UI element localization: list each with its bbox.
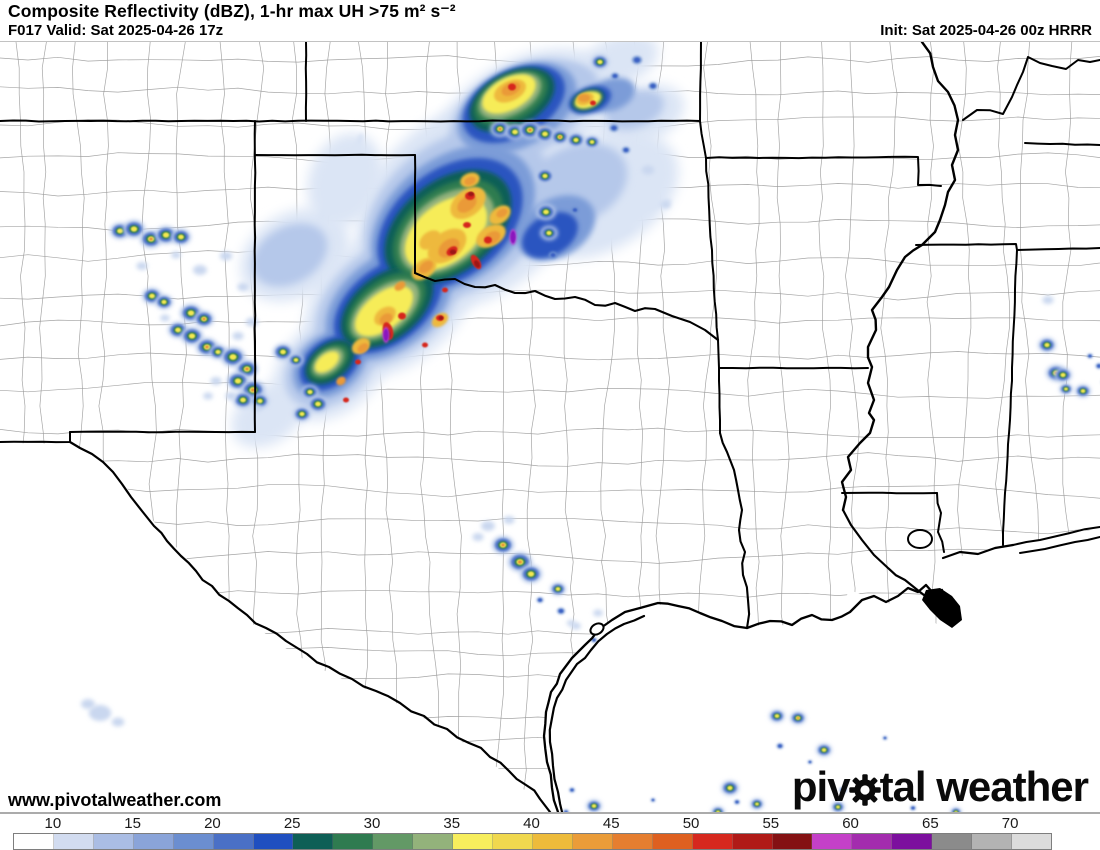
colorbar-segment bbox=[852, 834, 893, 849]
colorbar-segment bbox=[732, 834, 773, 849]
mississippi-delta bbox=[922, 588, 962, 628]
colorbar-segment bbox=[772, 834, 813, 849]
map-title: Composite Reflectivity (dBZ), 1-hr max U… bbox=[8, 1, 456, 21]
colorbar-tick-label: 20 bbox=[204, 815, 221, 832]
galveston-bay bbox=[589, 622, 605, 636]
colorbar-tick-label: 55 bbox=[762, 815, 780, 832]
colorbar-tick-label: 35 bbox=[443, 815, 461, 832]
colorbar-tick-label: 15 bbox=[124, 815, 141, 832]
colorbar-segment bbox=[493, 834, 533, 849]
colorbar-tick-label: 30 bbox=[363, 815, 381, 832]
colorbar-segment bbox=[253, 834, 294, 849]
colorbar-segment bbox=[572, 834, 613, 849]
colorbar-segment bbox=[373, 834, 414, 849]
colorbar-segment bbox=[892, 834, 933, 849]
colorbar-tick-label: 45 bbox=[602, 815, 620, 832]
colorbar-segment bbox=[133, 834, 174, 849]
colorbar-segment bbox=[1012, 834, 1051, 849]
colorbar: 10 15 20 25 30 35 40 45 50 55 60 65 70 bbox=[0, 812, 1100, 850]
colorbar-segment bbox=[173, 834, 214, 849]
colorbar-segment bbox=[293, 834, 334, 849]
lake-pontchartrain bbox=[907, 529, 933, 549]
colorbar-segment bbox=[932, 834, 973, 849]
colorbar-segment bbox=[652, 834, 693, 849]
colorbar-tick-label: 65 bbox=[922, 815, 939, 832]
watermark-url: www.pivotalweather.com bbox=[8, 790, 222, 810]
colorbar-segment bbox=[972, 834, 1013, 849]
colorbar-segment bbox=[53, 834, 94, 849]
colorbar-segment bbox=[532, 834, 573, 849]
colorbar-segment bbox=[213, 834, 254, 849]
colorbar-tick-label: 25 bbox=[283, 815, 301, 832]
logo-text-pre: piv bbox=[791, 763, 851, 810]
state-borders bbox=[0, 42, 1100, 812]
colorbar-ticks: 10 15 20 25 30 35 40 45 50 55 60 65 70 bbox=[0, 815, 1100, 832]
pivotal-weather-logo: piv tal weather bbox=[791, 763, 1089, 811]
colorbar-segment bbox=[14, 834, 54, 849]
model-init-time: Init: Sat 2025-04-26 00z HRRR bbox=[880, 22, 1092, 39]
colorbar-segment bbox=[453, 834, 494, 849]
colorbar-segment bbox=[692, 834, 733, 849]
colorbar-segment bbox=[413, 834, 454, 849]
colorbar-tick-label: 40 bbox=[523, 815, 540, 832]
map-header: Composite Reflectivity (dBZ), 1-hr max U… bbox=[0, 0, 1100, 42]
colorbar-tick-label: 10 bbox=[44, 815, 62, 832]
colorbar-tick-label: 50 bbox=[682, 815, 700, 832]
colorbar-segment bbox=[612, 834, 653, 849]
colorbar-segment bbox=[812, 834, 853, 849]
colorbar-tick-label: 70 bbox=[1001, 815, 1019, 832]
forecast-valid-time: F017 Valid: Sat 2025-04-26 17z bbox=[8, 22, 224, 39]
logo-text-post: tal weather bbox=[879, 763, 1089, 810]
colorbar-segment bbox=[333, 834, 374, 849]
colorbar-tick-label: 60 bbox=[842, 815, 859, 832]
colorbar-segment bbox=[93, 834, 134, 849]
colorbar-scale bbox=[13, 833, 1052, 850]
gear-icon bbox=[848, 774, 881, 806]
radar-reflectivity-layer bbox=[81, 42, 1100, 812]
